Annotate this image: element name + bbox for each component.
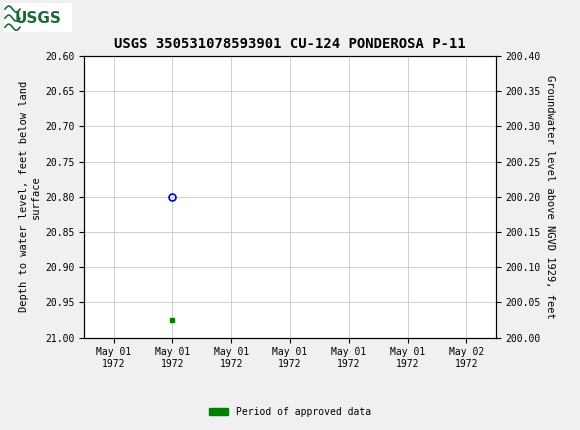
Y-axis label: Groundwater level above NGVD 1929, feet: Groundwater level above NGVD 1929, feet	[545, 75, 555, 319]
Bar	[4, 3, 72, 32]
Legend: Period of approved data: Period of approved data	[205, 403, 375, 421]
Text: USGS: USGS	[14, 11, 61, 26]
Title: USGS 350531078593901 CU-124 PONDEROSA P-11: USGS 350531078593901 CU-124 PONDEROSA P-…	[114, 37, 466, 51]
Y-axis label: Depth to water level, feet below land
surface: Depth to water level, feet below land su…	[19, 81, 41, 312]
